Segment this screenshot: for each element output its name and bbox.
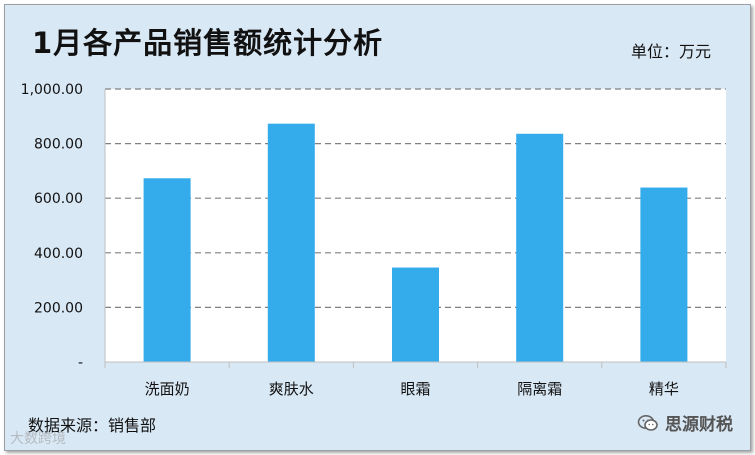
wechat-icon <box>637 414 658 431</box>
bar-5 <box>640 187 688 362</box>
y-tick-label: 800.00 <box>34 137 83 153</box>
x-category-label: 爽肤水 <box>269 380 314 398</box>
bar-1 <box>143 178 191 362</box>
y-tick-label: 200.00 <box>34 300 83 316</box>
bar-3 <box>392 267 439 362</box>
watermark-left-text: 大数跨境 <box>10 431 66 447</box>
bars <box>143 123 688 363</box>
unit-label: 单位：万元 <box>630 42 711 61</box>
x-category-label: 洗面奶 <box>145 380 190 398</box>
axes <box>104 89 727 368</box>
y-tick-label: 600.00 <box>34 191 83 207</box>
y-tick-label: 400.00 <box>34 246 83 262</box>
y-tick-label: - <box>78 355 83 371</box>
x-category-label: 眼霜 <box>400 380 430 398</box>
bar-2 <box>267 123 315 363</box>
chart-title: 1月各产品销售额统计分析 <box>32 26 384 60</box>
x-category-labels: 洗面奶 爽肤水 眼霜 隔离霜 精华 <box>145 380 679 398</box>
data-source-note: 数据来源：销售部 <box>28 416 157 435</box>
x-category-label: 精华 <box>649 380 679 398</box>
watermark-right-text: 思源财税 <box>665 415 733 435</box>
watermark-right: 思源财税 <box>637 410 733 435</box>
x-category-label: 隔离霜 <box>517 380 562 398</box>
bar-4 <box>516 133 564 362</box>
y-tick-labels: - 200.00 400.00 600.00 800.00 1,000.00 <box>21 82 83 371</box>
y-tick-label: 1,000.00 <box>21 82 83 98</box>
